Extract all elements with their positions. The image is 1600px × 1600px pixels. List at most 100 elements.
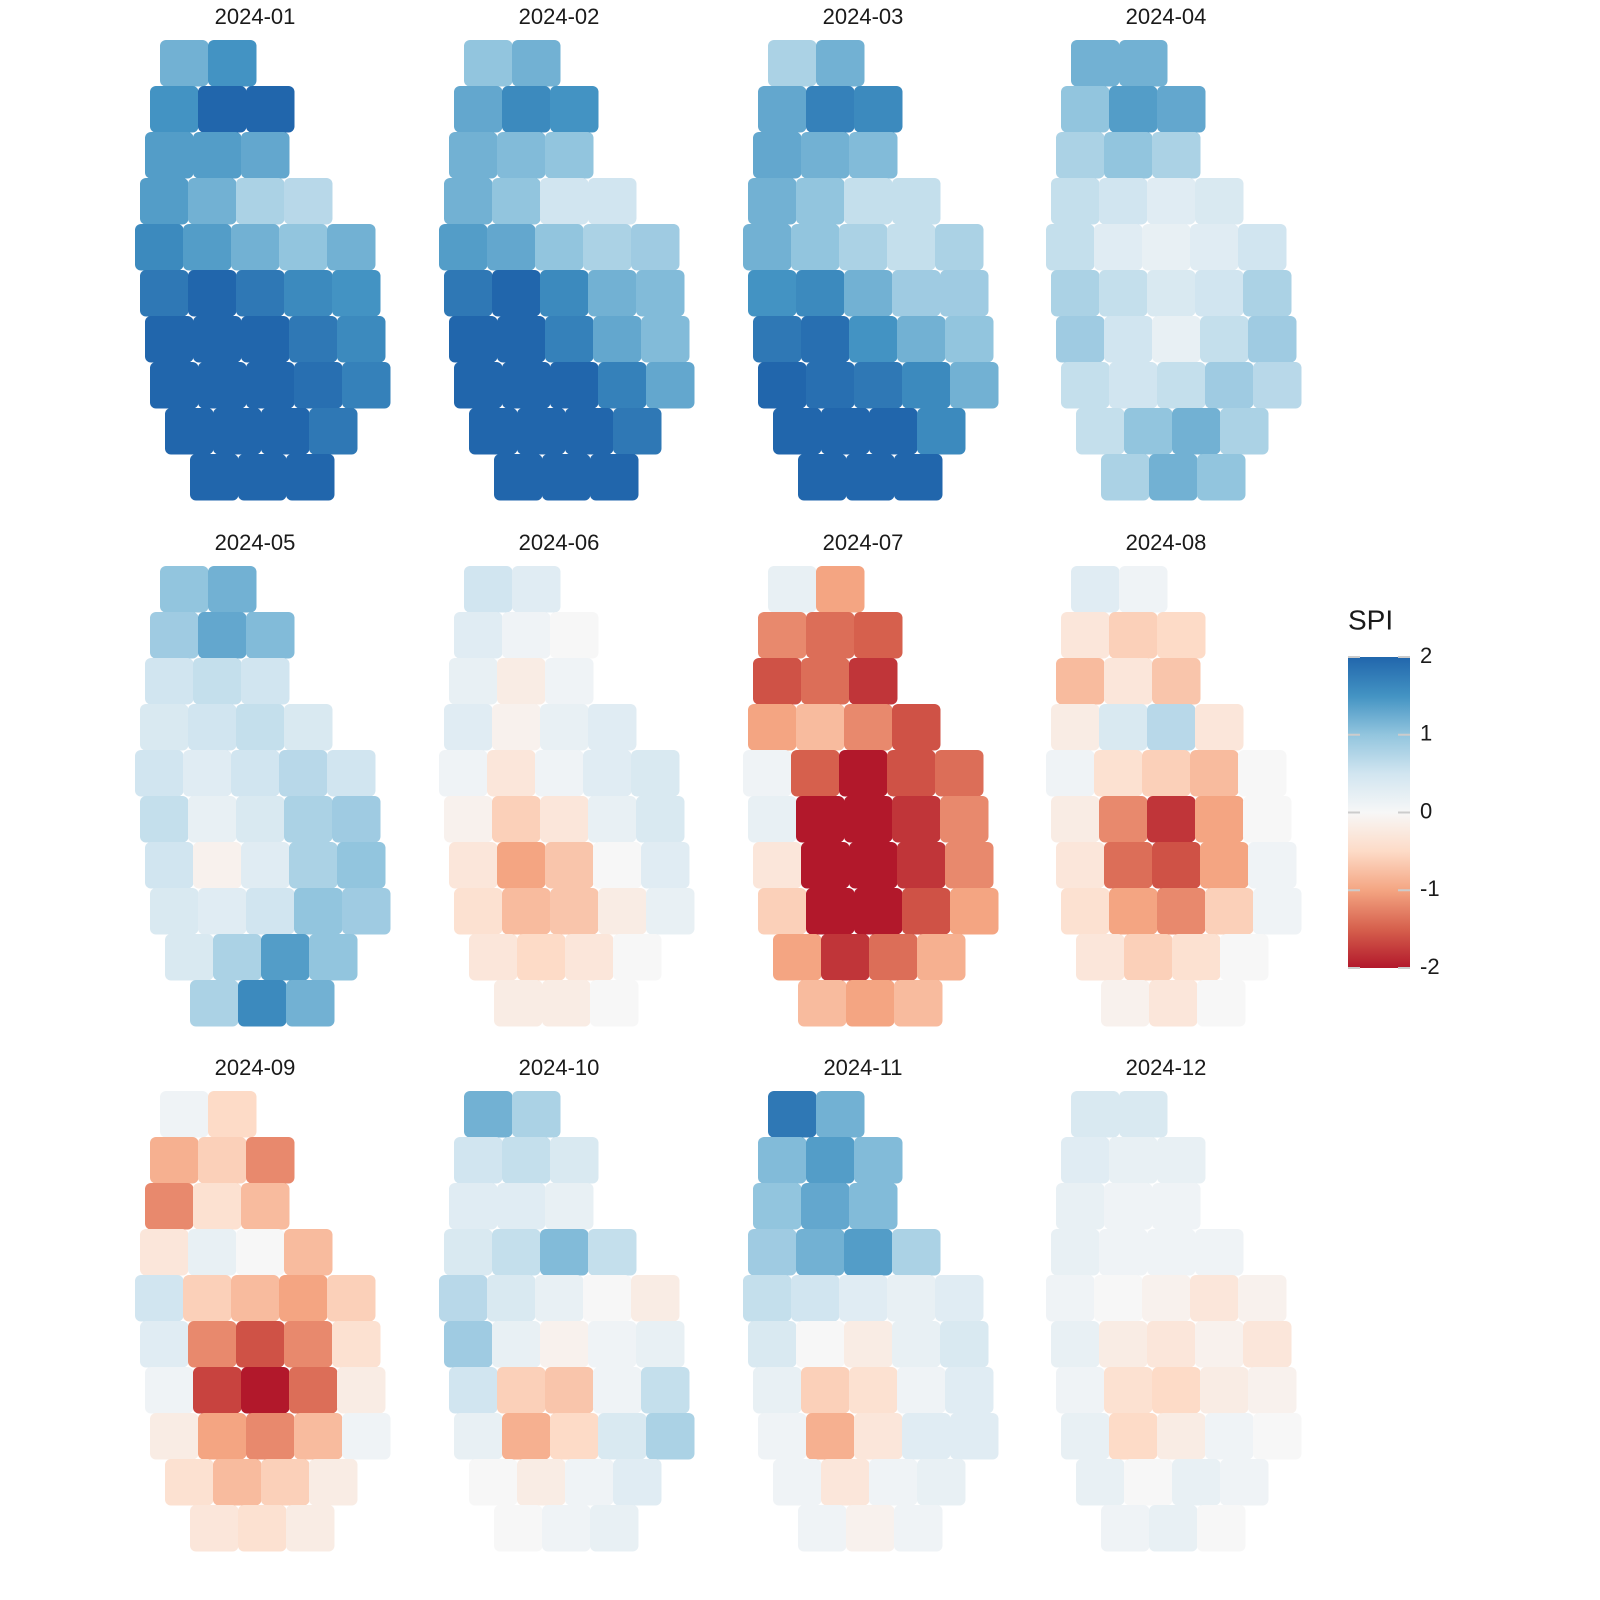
map-cell: [796, 796, 845, 843]
map-cell: [892, 270, 941, 317]
map-cell: [198, 362, 247, 409]
map-cell: [950, 888, 999, 935]
map-cell: [583, 224, 632, 271]
map-cell: [1101, 454, 1150, 501]
map-cell: [806, 1137, 855, 1184]
map-cell: [1149, 1505, 1198, 1552]
map-cell: [327, 224, 376, 271]
map-cell: [791, 750, 840, 797]
map-cell: [449, 842, 498, 889]
map-cell: [236, 1229, 285, 1276]
map-cell: [806, 612, 855, 659]
map-cell: [892, 1321, 941, 1368]
map-cell: [1238, 224, 1287, 271]
map-cell: [796, 1229, 845, 1276]
map-cell: [613, 1459, 662, 1506]
map-cell: [1056, 132, 1105, 179]
map-cell: [188, 1229, 237, 1276]
map-cell: [869, 1459, 918, 1506]
map-cell: [1147, 1229, 1196, 1276]
map-cell: [940, 1321, 989, 1368]
map-cell: [1157, 86, 1206, 133]
map-cell: [193, 1367, 242, 1414]
map-cell: [1099, 796, 1148, 843]
map-cell: [917, 934, 966, 981]
map-cell: [1109, 888, 1158, 935]
map-cell: [892, 178, 941, 225]
map-cell: [238, 1505, 287, 1552]
map-cell: [821, 408, 870, 455]
map-cell: [150, 612, 199, 659]
map-cell: [796, 704, 845, 751]
map-cell: [588, 796, 637, 843]
facet: 2024-04: [1046, 4, 1302, 501]
map-cell: [796, 270, 845, 317]
map-cell: [1253, 1413, 1302, 1460]
map-cell: [801, 132, 850, 179]
map-cell: [1104, 1183, 1153, 1230]
map-cell: [494, 980, 543, 1027]
map-cell: [188, 796, 237, 843]
map-cell: [342, 362, 391, 409]
map-cell: [140, 178, 189, 225]
map-cell: [517, 408, 566, 455]
facet: 2024-02: [439, 4, 695, 501]
map-cell: [897, 1367, 946, 1414]
map-cell: [454, 86, 503, 133]
legend-tick-label: 0: [1420, 798, 1432, 823]
map-cell: [183, 1275, 232, 1322]
map-cell: [1119, 40, 1168, 87]
map-cell: [464, 40, 513, 87]
map-cell: [894, 980, 943, 1027]
map-cell: [590, 1505, 639, 1552]
map-cell: [1142, 224, 1191, 271]
legend-tick-label: 1: [1420, 721, 1432, 746]
map-cell: [768, 1091, 817, 1138]
map-cell: [1061, 362, 1110, 409]
map-cell: [849, 1183, 898, 1230]
map-cell: [286, 1505, 335, 1552]
map-cell: [332, 270, 381, 317]
map-cell: [806, 86, 855, 133]
map-cell: [854, 612, 903, 659]
map-cell: [887, 750, 936, 797]
map-cell: [512, 1091, 561, 1138]
map-cell: [1099, 1321, 1148, 1368]
map-cell: [773, 934, 822, 981]
map-cell: [236, 178, 285, 225]
map-cell: [844, 1229, 893, 1276]
map-cell: [758, 1413, 807, 1460]
map-cell: [492, 1321, 541, 1368]
map-cell: [497, 842, 546, 889]
map-cell: [902, 888, 951, 935]
map-cell: [241, 658, 290, 705]
map-cell: [1243, 270, 1292, 317]
map-cell: [1099, 704, 1148, 751]
map-cell: [454, 1413, 503, 1460]
map-cell: [917, 408, 966, 455]
legend-tick-label: -2: [1420, 954, 1440, 979]
map-cell: [1104, 658, 1153, 705]
map-cell: [1243, 796, 1292, 843]
map-cell: [641, 316, 690, 363]
map-cell: [743, 750, 792, 797]
map-cell: [758, 888, 807, 935]
map-cell: [1197, 980, 1246, 1027]
map-cell: [636, 796, 685, 843]
map-cell: [593, 316, 642, 363]
facet: 2024-09: [135, 1055, 391, 1552]
map-cell: [641, 1367, 690, 1414]
map-cell: [1051, 796, 1100, 843]
map-cell: [1190, 750, 1239, 797]
map-cell: [1124, 408, 1173, 455]
map-cell: [1061, 888, 1110, 935]
map-cell: [897, 842, 946, 889]
map-cell: [753, 316, 802, 363]
map-cell: [444, 704, 493, 751]
map-cell: [1157, 1137, 1206, 1184]
map-cell: [1056, 1367, 1105, 1414]
map-cell: [502, 1137, 551, 1184]
facet: 2024-05: [135, 530, 391, 1027]
map-cell: [454, 362, 503, 409]
map-cell: [887, 224, 936, 271]
